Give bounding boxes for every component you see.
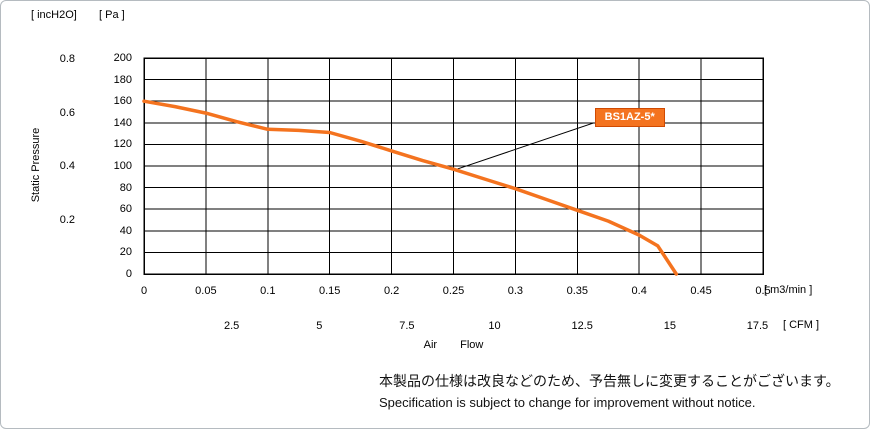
y-tick-pa: 60 [119, 203, 132, 216]
series-label-box: BS1AZ-5* [594, 107, 665, 127]
y-tick-pa: 80 [119, 181, 132, 194]
y-tick-pa: 200 [113, 52, 132, 64]
x-tick-m3min: 0 [140, 285, 148, 297]
x-tick-cfm: 15 [663, 320, 676, 332]
x-tick-m3min: 0.15 [318, 285, 341, 297]
y-tick-pa: 160 [113, 95, 132, 108]
y-axis-title: Static Pressure [30, 127, 42, 203]
x-tick-m3min: 0.5 [755, 285, 771, 297]
y-tick-pa: 0 [125, 268, 132, 280]
x-axis-title: Air Flow [423, 339, 484, 351]
x-tick-cfm: 17.5 [746, 320, 769, 332]
x-tick-m3min: 0.35 [566, 285, 588, 297]
y-tick-pa: 140 [113, 116, 132, 129]
y-tick-pa: 100 [113, 160, 132, 172]
x-tick-m3min: 0.05 [195, 285, 217, 297]
y-tick-pa: 120 [113, 138, 132, 151]
disclaimer-english: Specification is subject to change for i… [379, 395, 756, 410]
x-tick-m3min: 0.3 [507, 285, 524, 297]
x-tick-m3min: 0.25 [442, 285, 465, 297]
x-tick-cfm: 5 [316, 320, 323, 332]
x-tick-m3min: 0.45 [690, 285, 712, 297]
x-tick-cfm: 12.5 [571, 320, 593, 332]
x-tick-cfm: 7.5 [399, 320, 415, 332]
x-tick-cfm: 10 [488, 320, 501, 332]
y-tick-pa: 40 [119, 224, 132, 237]
x-unit-cfm-label: [ CFM ] [783, 319, 820, 331]
x-tick-m3min: 0.4 [631, 285, 647, 297]
x-tick-m3min: 0.1 [260, 285, 276, 297]
y-tick-inh2o: 0.4 [59, 160, 75, 173]
x-tick-m3min: 0.2 [383, 285, 400, 297]
y-tick-inh2o: 0.8 [59, 52, 75, 65]
x-unit-m3min-label: [ m3/min ] [764, 284, 813, 296]
y-unit-inh2o-label: [ incH2O] [31, 9, 77, 21]
disclaimer-japanese: 本製品の仕様は改良などのため、予告無しに変更することがございます。 [379, 373, 840, 389]
y-tick-inh2o: 0.2 [59, 214, 75, 227]
y-unit-pa-label: [ Pa ] [99, 9, 125, 21]
y-tick-pa: 180 [113, 73, 132, 86]
y-tick-pa: 20 [119, 246, 132, 259]
y-tick-inh2o: 0.6 [59, 106, 75, 119]
x-tick-cfm: 2.5 [223, 320, 240, 332]
plot-area: BS1AZ-5* [142, 57, 764, 276]
plot-grid-and-curve [142, 57, 764, 276]
